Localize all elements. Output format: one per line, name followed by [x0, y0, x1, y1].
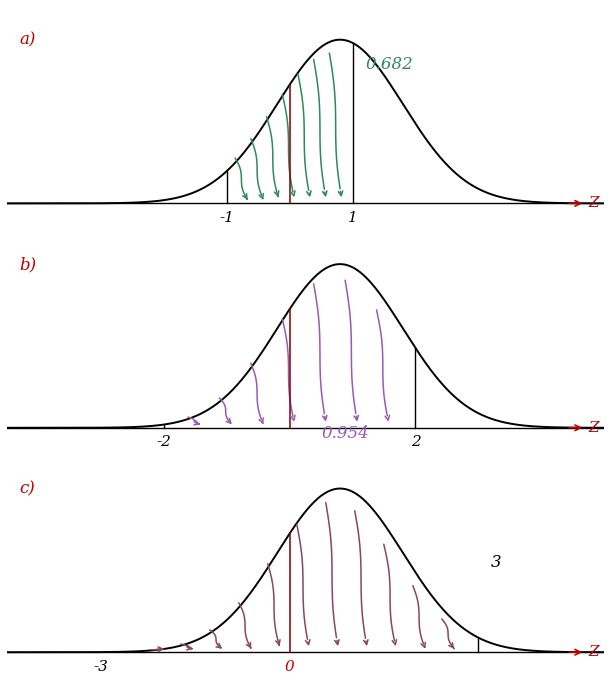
- Text: Z: Z: [588, 421, 599, 435]
- Text: 1: 1: [348, 211, 357, 225]
- Text: c): c): [20, 480, 35, 497]
- Text: 0.682: 0.682: [365, 56, 413, 72]
- Text: b): b): [20, 256, 37, 273]
- Text: 3: 3: [491, 554, 502, 571]
- Text: -3: -3: [93, 660, 109, 673]
- Text: Z: Z: [588, 645, 599, 659]
- Text: Z: Z: [588, 196, 599, 210]
- Text: 0.954: 0.954: [321, 426, 369, 443]
- Text: 0: 0: [285, 660, 295, 673]
- Text: -1: -1: [219, 211, 235, 225]
- Text: 2: 2: [411, 435, 420, 449]
- Text: -2: -2: [156, 435, 172, 449]
- Text: a): a): [20, 31, 36, 48]
